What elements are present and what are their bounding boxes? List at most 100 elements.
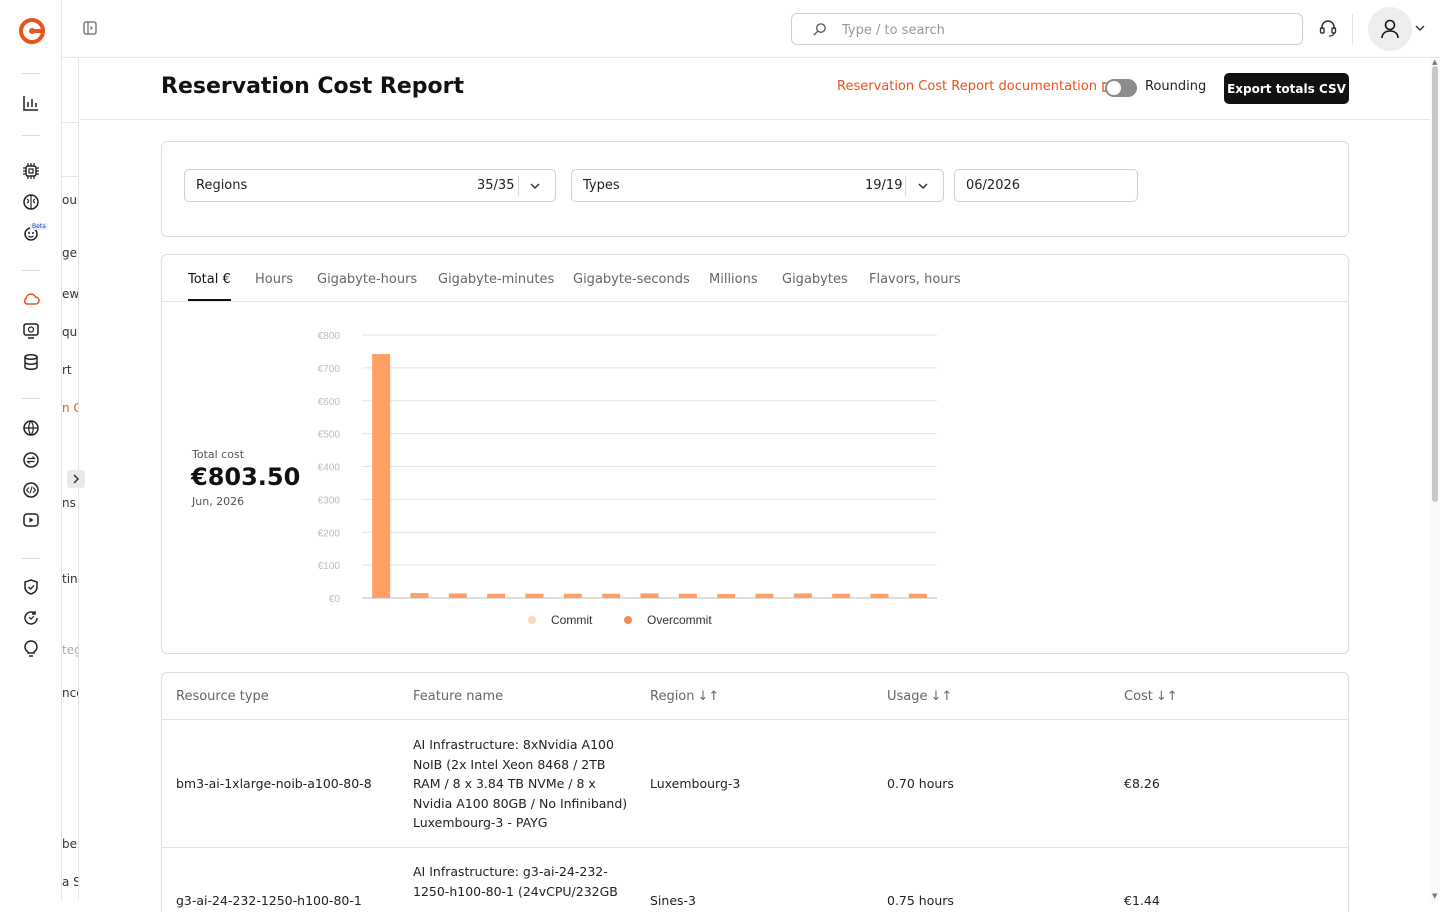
- bar-overcommit: [717, 594, 736, 598]
- types-select[interactable]: Types 19/19: [571, 169, 944, 202]
- subnav-item[interactable]: ber: [62, 837, 78, 851]
- expand-nav-button[interactable]: [67, 470, 85, 488]
- subnav-item[interactable]: ewe: [62, 287, 79, 301]
- subnav-item[interactable]: qu: [62, 325, 78, 339]
- user-icon: [1381, 19, 1399, 39]
- subnav-item[interactable]: gen: [62, 246, 78, 260]
- cell-usage: 0.70 hours: [887, 776, 954, 791]
- headset-icon[interactable]: [1318, 18, 1338, 38]
- select-divider: [518, 176, 519, 196]
- tab-millions[interactable]: Millions: [709, 272, 758, 287]
- y-tick-label: €200: [318, 528, 341, 539]
- tab-hours[interactable]: Hours: [255, 272, 294, 287]
- bar-overcommit: [793, 593, 812, 598]
- month-picker[interactable]: 06/2026: [954, 169, 1138, 202]
- tab-gigabyte-minutes[interactable]: Gigabyte-minutes: [438, 272, 555, 287]
- subnav-item[interactable]: ns: [62, 496, 76, 510]
- total-cost-label: Total cost: [192, 448, 245, 461]
- logo-icon[interactable]: [19, 18, 45, 44]
- scrollbar-thumb[interactable]: [1432, 66, 1438, 502]
- select-divider: [905, 176, 906, 196]
- code-icon[interactable]: [21, 480, 41, 500]
- subnav-item[interactable]: tin: [62, 572, 78, 586]
- subnav-item[interactable]: ou: [62, 193, 77, 207]
- bar-overcommit: [563, 593, 582, 598]
- rounding-toggle[interactable]: [1105, 79, 1137, 97]
- y-tick-label: €400: [318, 463, 341, 474]
- refresh-icon[interactable]: [21, 608, 41, 628]
- search-box[interactable]: [791, 13, 1303, 45]
- cpu-icon[interactable]: [21, 161, 41, 181]
- types-label: Types: [583, 178, 620, 193]
- subnav-item[interactable]: a Se: [62, 875, 78, 889]
- sidebar-toggle-icon[interactable]: [82, 19, 100, 37]
- brain-icon[interactable]: [21, 192, 41, 212]
- column-label: Usage: [887, 689, 928, 704]
- sort-icon[interactable]: ↓↑: [1155, 689, 1178, 704]
- y-tick-label: €600: [318, 397, 341, 408]
- rail-divider: [22, 270, 40, 271]
- bulb-icon[interactable]: [21, 639, 41, 659]
- bar-overcommit: [755, 593, 774, 598]
- tab-gigabytes[interactable]: Gigabytes: [782, 272, 848, 287]
- monitor-icon[interactable]: [21, 321, 41, 341]
- cell-region: Luxembourg-3: [650, 776, 741, 791]
- search-input[interactable]: [842, 19, 1282, 41]
- sort-icon[interactable]: ↓↑: [930, 689, 953, 704]
- database-icon[interactable]: [21, 352, 41, 372]
- bar-overcommit: [448, 593, 467, 598]
- regions-select[interactable]: Regions 35/35: [184, 169, 556, 202]
- cell-cost: €1.44: [1124, 893, 1160, 908]
- chart-icon[interactable]: [21, 93, 41, 113]
- chevron-down-icon[interactable]: [916, 179, 930, 193]
- column-header-usage[interactable]: Usage ↓↑: [887, 689, 952, 704]
- subnav-item[interactable]: rt: [62, 363, 72, 377]
- cloud-icon[interactable]: [21, 289, 41, 309]
- bar-overcommit: [908, 593, 927, 598]
- cell-region: Sines-3: [650, 893, 696, 908]
- column-header-feature-name: Feature name: [413, 689, 503, 704]
- column-label: Cost: [1124, 689, 1153, 704]
- cell-cost: €8.26: [1124, 776, 1160, 791]
- bar-overcommit: [410, 593, 429, 598]
- sort-icon[interactable]: ↓↑: [697, 689, 720, 704]
- column-header-region[interactable]: Region ↓↑: [650, 689, 719, 704]
- shield-icon[interactable]: [21, 577, 41, 597]
- tab-gigabyte-hours[interactable]: Gigabyte-hours: [317, 272, 418, 287]
- video-icon[interactable]: [21, 510, 41, 530]
- avatar[interactable]: [1368, 7, 1412, 51]
- transfer-icon[interactable]: [21, 450, 41, 470]
- tab-gigabyte-seconds[interactable]: Gigabyte-seconds: [573, 272, 690, 287]
- y-tick-label: €300: [318, 495, 341, 506]
- export-csv-button[interactable]: Export totals CSV: [1224, 73, 1349, 104]
- rail-divider: [22, 135, 40, 136]
- feature-line: Luxembourg-3 - PAYG: [413, 815, 548, 831]
- bar-overcommit: [870, 593, 889, 598]
- chevron-right-icon: [73, 474, 80, 484]
- chevron-down-icon[interactable]: [528, 179, 542, 193]
- tab-total[interactable]: Total €: [188, 272, 231, 287]
- subnav-item[interactable]: teg: [62, 643, 78, 657]
- scroll-up-icon[interactable]: ▲: [1432, 58, 1438, 66]
- cell-feature-name: AI Infrastructure: g3-ai-24-232- 1250-h1…: [413, 862, 628, 901]
- subnav-item-active[interactable]: n C: [62, 401, 78, 415]
- bar-overcommit: [372, 354, 391, 598]
- regions-count: 35/35: [477, 178, 515, 193]
- rail-divider: [22, 398, 40, 399]
- legend-label-overcommit: Overcommit: [647, 613, 712, 627]
- subnav-item[interactable]: nce: [62, 686, 78, 700]
- globe-icon[interactable]: [21, 418, 41, 438]
- header-divider: [1352, 14, 1353, 44]
- feature-line: NoIB (2x Intel Xeon 8468 / 2TB: [413, 756, 606, 772]
- tab-flavors-hours[interactable]: Flavors, hours: [869, 272, 961, 287]
- y-tick-label: €0: [329, 594, 341, 605]
- rail-divider: [22, 558, 40, 559]
- page-scrollbar[interactable]: ▲ ▼: [1430, 58, 1440, 900]
- scroll-down-icon[interactable]: ▼: [1432, 892, 1438, 900]
- page-header: Reservation Cost Report Reservation Cost…: [80, 58, 1430, 120]
- cell-resource-type: bm3-ai-1xlarge-noib-a100-80-8: [176, 776, 372, 791]
- chevron-down-icon[interactable]: [1414, 22, 1426, 34]
- column-header-cost[interactable]: Cost ↓↑: [1124, 689, 1178, 704]
- feature-line: 1250-h100-80-1 (24vCPU/232GB: [413, 883, 618, 899]
- documentation-link[interactable]: Reservation Cost Report documentation: [837, 79, 1114, 94]
